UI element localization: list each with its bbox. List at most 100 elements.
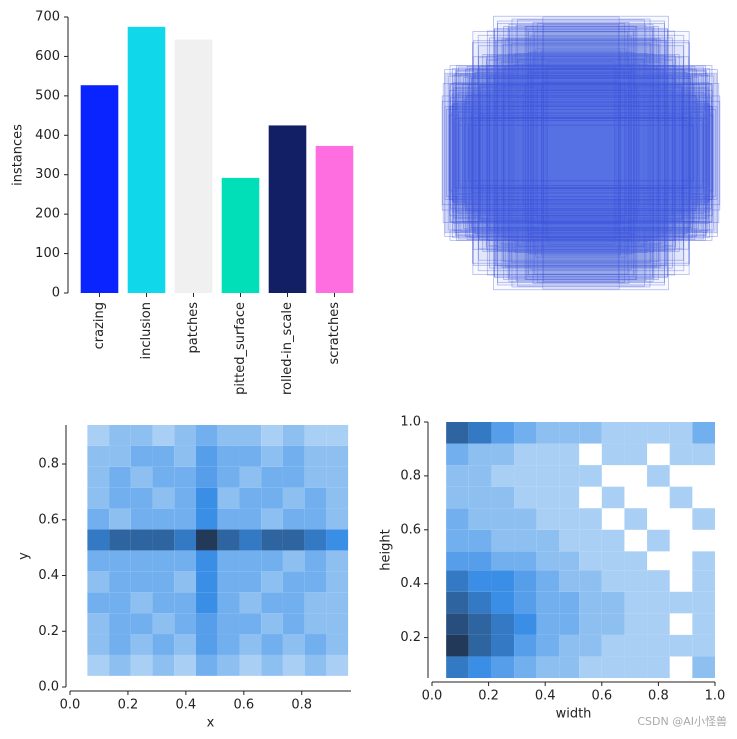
hist-cell xyxy=(282,592,305,614)
box-outline xyxy=(464,102,698,204)
hist-cell xyxy=(446,634,469,657)
hist-cell xyxy=(217,529,240,551)
hist-cell xyxy=(468,465,492,487)
box-outline xyxy=(545,67,617,239)
hist-cell xyxy=(559,656,580,678)
hist-cell xyxy=(217,445,240,467)
y-axis-label: height xyxy=(379,529,394,570)
x-tick-label: 0.8 xyxy=(648,689,669,704)
box-outline xyxy=(530,35,632,271)
hist-cell xyxy=(468,656,492,678)
box-outline xyxy=(517,19,645,287)
hist-cell xyxy=(239,654,262,676)
box-outline xyxy=(513,64,649,242)
hist-cell xyxy=(514,591,537,614)
hist-cell xyxy=(239,466,262,488)
box-outline xyxy=(452,103,710,203)
box-outline xyxy=(532,22,630,284)
box-outline xyxy=(453,103,709,203)
hist-cell xyxy=(174,592,197,614)
box-outline xyxy=(465,101,697,205)
box-outline xyxy=(444,106,718,200)
hist-cell xyxy=(692,656,715,678)
hist-cell xyxy=(669,591,693,614)
box-outline xyxy=(531,65,631,241)
hist-cell xyxy=(446,591,469,614)
hist-cell xyxy=(579,508,602,530)
hist-cell xyxy=(670,613,693,635)
box-outline xyxy=(532,73,630,233)
hist-cell xyxy=(304,445,327,467)
box-outline xyxy=(465,94,697,212)
box-outline xyxy=(442,83,720,223)
hist-cell xyxy=(647,551,670,570)
box-outline xyxy=(454,95,708,211)
box-outline xyxy=(454,117,708,189)
hist-cell xyxy=(669,486,693,509)
hist-cell xyxy=(446,656,469,678)
box-outline xyxy=(497,23,665,283)
box-outline xyxy=(530,82,632,224)
y-tick-label: 0.8 xyxy=(400,468,421,483)
box-outline xyxy=(475,117,687,189)
box-outline xyxy=(533,56,629,250)
box-outline xyxy=(496,40,666,266)
bar xyxy=(174,39,213,293)
hist-cell xyxy=(579,422,602,444)
hist-cell xyxy=(692,551,715,571)
hist-cell xyxy=(670,508,693,530)
hist-cell xyxy=(239,529,262,551)
hist-cell xyxy=(468,422,492,444)
box-outline xyxy=(458,112,704,194)
box-outline xyxy=(496,54,666,252)
box-outline xyxy=(475,95,687,211)
box-outline xyxy=(471,113,691,193)
box-outline xyxy=(471,105,691,201)
hist-cell xyxy=(559,422,580,444)
box-outline xyxy=(449,105,713,201)
hist-cell xyxy=(130,487,153,509)
y-tick-label: 600 xyxy=(35,49,60,64)
hist-cell xyxy=(579,656,602,678)
box-outline xyxy=(472,93,690,213)
hist-cell xyxy=(304,487,327,509)
hist-cell xyxy=(282,508,305,530)
box-outline xyxy=(473,72,689,234)
hist-cell xyxy=(326,571,349,593)
box-outline xyxy=(458,120,704,186)
hist-cell xyxy=(109,466,131,488)
box-outline xyxy=(448,75,714,231)
hist-cell xyxy=(514,613,537,635)
hist-cell xyxy=(647,613,670,635)
hist-cell xyxy=(304,592,327,614)
hist-cell xyxy=(559,443,580,466)
hist-cell xyxy=(174,654,197,676)
hist-cell xyxy=(282,634,305,655)
box-outline xyxy=(523,92,639,214)
hist-cell xyxy=(579,465,602,487)
hist-cell xyxy=(602,465,625,487)
hist-cell xyxy=(217,654,240,676)
box-outline xyxy=(472,117,690,189)
hist-cell xyxy=(326,613,349,635)
box-outline xyxy=(504,38,658,268)
box-outline xyxy=(515,24,647,282)
hist-cell xyxy=(579,529,602,552)
bar xyxy=(80,85,119,293)
hist-cell xyxy=(130,550,153,572)
box-outline xyxy=(503,26,659,280)
box-outline xyxy=(444,72,718,234)
hist-cell xyxy=(491,613,515,635)
hist-cell xyxy=(174,550,197,572)
box-outline xyxy=(444,69,718,237)
y-axis-label: instances xyxy=(11,124,26,186)
hist-cell xyxy=(217,634,240,655)
y-tick-label: 500 xyxy=(35,88,60,103)
box-outline xyxy=(477,69,685,237)
box-outline xyxy=(525,25,637,281)
hist-cell xyxy=(624,656,648,678)
hist-cell xyxy=(239,634,262,655)
x-tick-label: 1.0 xyxy=(705,689,726,704)
y-tick-label: 700 xyxy=(35,10,60,25)
hist-cell xyxy=(261,487,283,509)
